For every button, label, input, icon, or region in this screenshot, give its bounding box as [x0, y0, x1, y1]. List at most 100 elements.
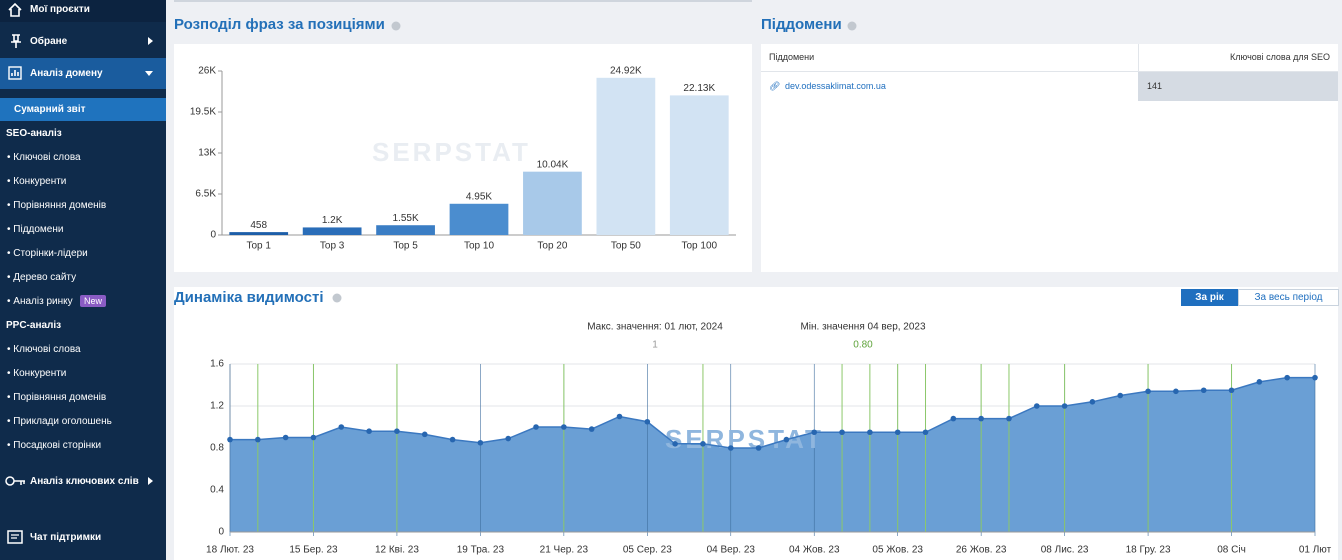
info-icon: [847, 21, 857, 31]
y-tick-label: 19.5K: [190, 107, 216, 118]
menu-item[interactable]: Аналіз домену: [30, 68, 103, 79]
x-tick-label: 19 Тра. 23: [457, 545, 505, 556]
point: [867, 429, 873, 436]
subdomain-link[interactable]: dev.odessaklimat.com.ua: [785, 81, 886, 91]
x-tick-label: Top 20: [537, 241, 567, 252]
point: [978, 415, 984, 422]
menu-label: Порівняння доменів: [13, 200, 107, 211]
table-header: Піддомени Ключові слова для SEO: [761, 44, 1338, 72]
y-tick-label: 0.8: [210, 443, 224, 454]
menu-item[interactable]: • Посадкові сторінки: [7, 440, 101, 451]
x-tick-label: 26 Жов. 23: [956, 545, 1007, 556]
bullet: •: [7, 392, 14, 403]
chat-icon: [7, 530, 23, 544]
point: [700, 441, 706, 447]
line: [230, 376, 1315, 449]
menu-item[interactable]: Обране: [30, 36, 68, 47]
home-icon: [8, 2, 22, 17]
x-tick-label: Top 1: [246, 241, 271, 252]
menu-label: Ключові слова: [13, 152, 81, 163]
menu-item[interactable]: Аналіз ключових слів: [30, 476, 139, 487]
arrow: [148, 477, 153, 485]
point: [505, 435, 512, 442]
bullet: •: [7, 296, 14, 307]
menu-item[interactable]: • Порівняння доменів: [7, 392, 106, 403]
point: [672, 441, 678, 447]
bullet: •: [7, 176, 14, 187]
subdomains-card: Піддомени Ключові слова для SEO 🔗︎ dev.o…: [761, 44, 1338, 272]
menu-item[interactable]: • Ключові слова: [7, 152, 81, 163]
chart-icon: [8, 66, 22, 80]
value-label: 458: [250, 220, 267, 231]
menu-label: Сторінки-лідери: [13, 248, 88, 259]
menu-label: Порівняння доменів: [13, 392, 107, 403]
menu-label: Піддомени: [13, 224, 64, 235]
card-title: Розподіл фраз за позиціями: [174, 16, 385, 33]
period-button-active[interactable]: За рік: [1181, 289, 1238, 306]
min-label: Мін. значення 04 вер, 2023: [800, 322, 926, 333]
menu-item[interactable]: • Приклади оголошень: [7, 416, 112, 427]
sidebar-top: [0, 0, 166, 22]
area: [230, 377, 1315, 532]
menu-label: Ключові слова: [13, 344, 81, 355]
menu-item[interactable]: • Сторінки-лідери: [7, 248, 88, 259]
bar: [596, 77, 656, 235]
point: [1173, 388, 1179, 395]
point: [561, 424, 567, 430]
menu-item[interactable]: • Дерево сайту: [7, 272, 76, 283]
period-button[interactable]: За весь період: [1238, 289, 1339, 306]
menu-item[interactable]: Чат підтримки: [30, 532, 102, 543]
point: [1117, 392, 1124, 399]
x-tick-label: Top 10: [464, 241, 494, 252]
bar: [376, 225, 435, 235]
y-tick-label: 6.5K: [195, 189, 216, 200]
y-tick-label: 0.4: [210, 485, 224, 496]
x-tick-label: 15 Бер. 23: [289, 545, 338, 556]
point: [282, 434, 289, 441]
bar: [449, 203, 509, 235]
point: [588, 426, 595, 432]
menu-label: Приклади оголошень: [13, 416, 112, 427]
x-tick-label: Top 5: [393, 241, 418, 252]
section-header: PPC-аналіз: [6, 320, 62, 331]
bullet: •: [7, 224, 14, 235]
y-tick-label: 0: [210, 230, 216, 241]
menu-item[interactable]: • Порівняння доменів: [7, 200, 106, 211]
column-header: Піддомени: [769, 52, 815, 62]
column-header: Ключові слова для SEO: [1230, 52, 1330, 62]
point: [922, 429, 929, 436]
x-tick-label: 08 Лис. 23: [1041, 545, 1089, 556]
point: [338, 424, 345, 430]
point: [1284, 374, 1290, 381]
y-tick-label: 26K: [198, 66, 216, 77]
x-tick-label: 08 Січ: [1217, 545, 1246, 556]
value-label: 1.55K: [393, 213, 419, 224]
menu-item[interactable]: • Аналіз ринку: [7, 296, 73, 307]
point: [227, 436, 233, 443]
menu-item[interactable]: • Конкуренти: [7, 368, 66, 379]
menu-item[interactable]: • Піддомени: [7, 224, 63, 235]
active-row: [0, 58, 166, 89]
x-tick-label: Top 3: [320, 241, 345, 252]
bullet: •: [7, 152, 14, 163]
value-label: 4.95K: [466, 191, 492, 202]
menu-item[interactable]: Сумарний звіт: [14, 104, 86, 115]
pin-icon: [11, 34, 21, 48]
menu-item[interactable]: • Ключові слова: [7, 344, 81, 355]
value-cell: 141: [1138, 72, 1338, 101]
point: [811, 429, 818, 436]
menu-label: Посадкові сторінки: [13, 440, 102, 451]
arrow: [148, 37, 153, 45]
value-label: 1.2K: [322, 215, 343, 226]
point: [533, 424, 539, 430]
menu-label: Конкуренти: [13, 176, 67, 187]
x-tick-label: 18 Лют. 23: [206, 545, 254, 556]
link-icon: 🔗︎: [769, 81, 781, 91]
y-tick-label: 0: [218, 527, 224, 538]
menu-item[interactable]: Мої проєкти: [30, 4, 90, 15]
x-tick-label: 04 Вер. 23: [707, 545, 756, 556]
watermark: SERPSTAT: [665, 424, 824, 454]
menu-item[interactable]: • Конкуренти: [7, 176, 66, 187]
